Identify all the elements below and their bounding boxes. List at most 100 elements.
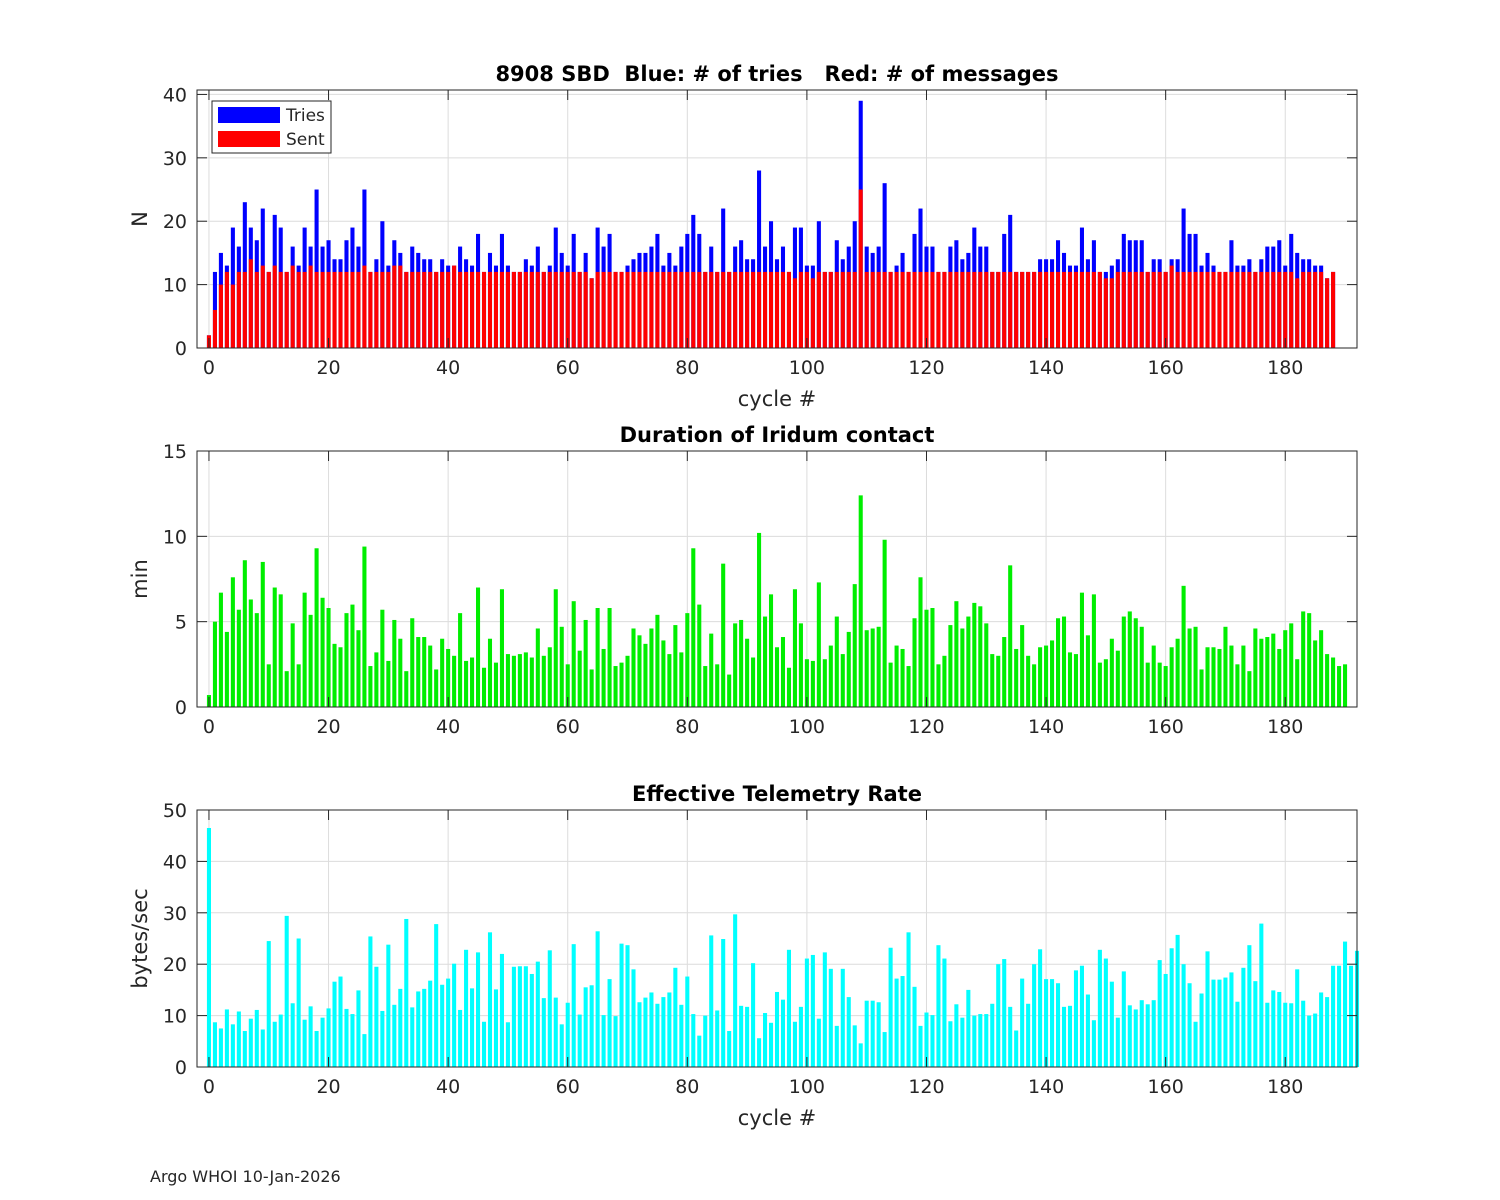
- tries-sent-bar-sent: [529, 271, 534, 348]
- duration-bar-duration: [1283, 630, 1288, 707]
- rate-bar-rate: [1103, 958, 1108, 1067]
- duration-xtick-label: 40: [436, 716, 460, 738]
- duration-bar-duration: [1223, 626, 1228, 707]
- tries-sent-bar-sent: [452, 265, 457, 348]
- rate-bar-rate: [810, 954, 815, 1067]
- duration-bar-duration: [1109, 638, 1114, 707]
- duration-bar-duration: [840, 654, 845, 707]
- tries-sent-bar-sent: [607, 271, 612, 348]
- tries-sent-ytick-label: 20: [163, 211, 187, 233]
- rate-bar-rate: [422, 988, 427, 1067]
- tries-sent-bar-sent: [679, 271, 684, 348]
- tries-sent-bar-sent: [422, 271, 427, 348]
- duration-bar-duration: [1259, 638, 1264, 707]
- rate-bar-rate: [218, 1028, 223, 1067]
- duration-xtick-label: 80: [675, 716, 699, 738]
- rate-bar-rate: [751, 963, 756, 1067]
- rate-bar-rate: [511, 966, 516, 1067]
- tries-sent-bar-sent: [1038, 271, 1043, 348]
- duration-bar-duration: [673, 625, 678, 707]
- duration-bar-duration: [655, 614, 660, 707]
- rate-bar-rate: [374, 966, 379, 1067]
- rate-bar-rate: [1301, 1000, 1306, 1067]
- rate-bar-rate: [577, 1014, 582, 1067]
- tries-sent-bar-sent: [308, 265, 313, 348]
- rate-bar-rate: [703, 1015, 708, 1067]
- tries-sent-bar-sent: [1044, 271, 1049, 348]
- tries-sent-bar-sent: [1014, 271, 1019, 348]
- duration-bar-duration: [595, 608, 600, 707]
- tries-sent-bar-sent: [1139, 271, 1144, 348]
- duration-bar-duration: [733, 623, 738, 707]
- rate-bar-rate: [709, 935, 714, 1067]
- rate-bar-rate: [434, 924, 439, 1067]
- tries-sent-bar-sent: [589, 278, 594, 348]
- rate-bar-rate: [1133, 1009, 1138, 1067]
- rate-bar-rate: [894, 978, 899, 1067]
- duration-bar-duration: [368, 666, 373, 707]
- rate-bar-rate: [1115, 1017, 1120, 1067]
- tries-sent-xtick-label: 120: [908, 357, 944, 379]
- tries-sent-bar-sent: [1163, 271, 1168, 348]
- duration-bar-duration: [1151, 645, 1156, 707]
- rate-bar-rate: [535, 961, 540, 1067]
- rate-xtick-label: 80: [675, 1076, 699, 1098]
- rate-bar-rate: [1085, 994, 1090, 1067]
- rate-bar-rate: [1211, 979, 1216, 1067]
- duration-ylabel: min: [128, 559, 152, 599]
- duration-bar-duration: [601, 648, 606, 707]
- tries-sent-bar-sent: [792, 278, 797, 348]
- tries-sent-bar-sent: [1319, 271, 1324, 348]
- rate-bar-rate: [667, 992, 672, 1067]
- rate-bar-rate: [924, 1012, 929, 1067]
- duration-ytick-label: 0: [175, 697, 187, 719]
- tries-sent-bar-sent: [487, 271, 493, 348]
- rate-bar-rate: [224, 1009, 229, 1067]
- duration-bar-duration: [416, 637, 421, 707]
- duration-bar-duration: [1127, 611, 1132, 707]
- duration-bar-duration: [464, 660, 469, 707]
- tries-sent-bar-sent: [936, 271, 941, 348]
- rate-bar-rate: [733, 914, 738, 1067]
- duration-bar-duration: [763, 616, 768, 707]
- tries-sent-bar-sent: [1301, 271, 1306, 348]
- duration-bar-duration: [709, 633, 714, 707]
- tries-sent-bar-sent: [882, 271, 887, 348]
- duration-bar-duration: [786, 667, 791, 707]
- rate-bar-rate: [290, 1003, 295, 1067]
- rate-bar-rate: [786, 949, 791, 1067]
- tries-sent-bar-sent: [284, 271, 289, 348]
- duration-bar-duration: [1145, 662, 1150, 707]
- rate-bar-rate: [685, 976, 690, 1067]
- tries-sent-bar-sent: [613, 271, 618, 348]
- duration-ytick-label: 15: [163, 441, 187, 463]
- duration-bar-duration: [440, 638, 445, 707]
- tries-sent-bar-sent: [242, 271, 247, 348]
- rate-bar-rate: [320, 1017, 325, 1067]
- duration-bar-duration: [236, 609, 241, 707]
- duration-bar-duration: [1014, 648, 1019, 707]
- rate-bar-rate: [876, 1002, 881, 1067]
- duration-bar-duration: [278, 594, 283, 707]
- rate-bar-rate: [954, 1004, 959, 1067]
- tries-sent-bar-sent: [948, 271, 953, 348]
- tries-sent-bar-sent: [1085, 271, 1090, 348]
- tries-sent-bar-sent: [535, 271, 540, 348]
- duration-bar-duration: [745, 638, 750, 707]
- tries-sent-bar-sent: [290, 265, 295, 348]
- duration-bar-duration: [523, 652, 528, 707]
- duration-xtick-label: 140: [1028, 716, 1064, 738]
- tries-sent-bar-sent: [894, 271, 899, 348]
- duration-bar-duration: [1103, 659, 1108, 707]
- tries-sent-bar-sent: [326, 271, 331, 348]
- tries-sent-bar-sent: [541, 271, 546, 348]
- rate-xtick-label: 0: [203, 1076, 215, 1098]
- rate-bar-rate: [308, 1006, 313, 1067]
- rate-bar-rate: [1235, 1001, 1240, 1067]
- duration-bar-duration: [493, 662, 499, 707]
- duration-bar-duration: [804, 659, 809, 707]
- tries-sent-bar-sent: [1205, 271, 1210, 348]
- tries-sent-bar-sent: [1169, 265, 1174, 348]
- rate-bar-rate: [721, 939, 726, 1067]
- duration-bar-duration: [422, 637, 427, 707]
